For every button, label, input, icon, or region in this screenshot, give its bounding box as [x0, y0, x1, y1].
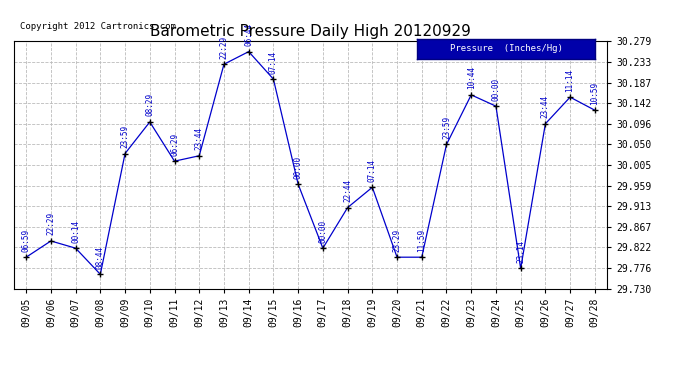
- Text: 11:14: 11:14: [566, 69, 575, 92]
- Text: 00:00: 00:00: [318, 219, 327, 243]
- Text: 06:59: 06:59: [21, 228, 30, 252]
- Text: 00:14: 00:14: [71, 219, 80, 243]
- Text: 23:29: 23:29: [393, 228, 402, 252]
- Text: 22:29: 22:29: [219, 36, 228, 58]
- Text: 08:44: 08:44: [96, 246, 105, 269]
- Text: 10:59: 10:59: [591, 81, 600, 105]
- Text: 23:14: 23:14: [516, 240, 525, 263]
- Text: 11:59: 11:59: [417, 228, 426, 252]
- Text: 07:14: 07:14: [368, 159, 377, 182]
- Text: 06:44: 06:44: [244, 23, 253, 46]
- Title: Barometric Pressure Daily High 20120929: Barometric Pressure Daily High 20120929: [150, 24, 471, 39]
- Text: 07:14: 07:14: [269, 51, 278, 74]
- Text: 10:44: 10:44: [466, 66, 475, 89]
- Text: 23:59: 23:59: [121, 125, 130, 148]
- Text: 00:00: 00:00: [294, 156, 303, 178]
- Text: 22:29: 22:29: [46, 212, 55, 236]
- Text: 06:29: 06:29: [170, 132, 179, 156]
- Text: 23:44: 23:44: [541, 95, 550, 118]
- Text: 23:59: 23:59: [442, 116, 451, 139]
- Text: 00:00: 00:00: [491, 78, 500, 101]
- Text: Copyright 2012 Cartronics.com: Copyright 2012 Cartronics.com: [20, 22, 176, 32]
- Text: 22:44: 22:44: [343, 179, 352, 202]
- Text: 08:29: 08:29: [146, 93, 155, 116]
- Text: 23:44: 23:44: [195, 127, 204, 150]
